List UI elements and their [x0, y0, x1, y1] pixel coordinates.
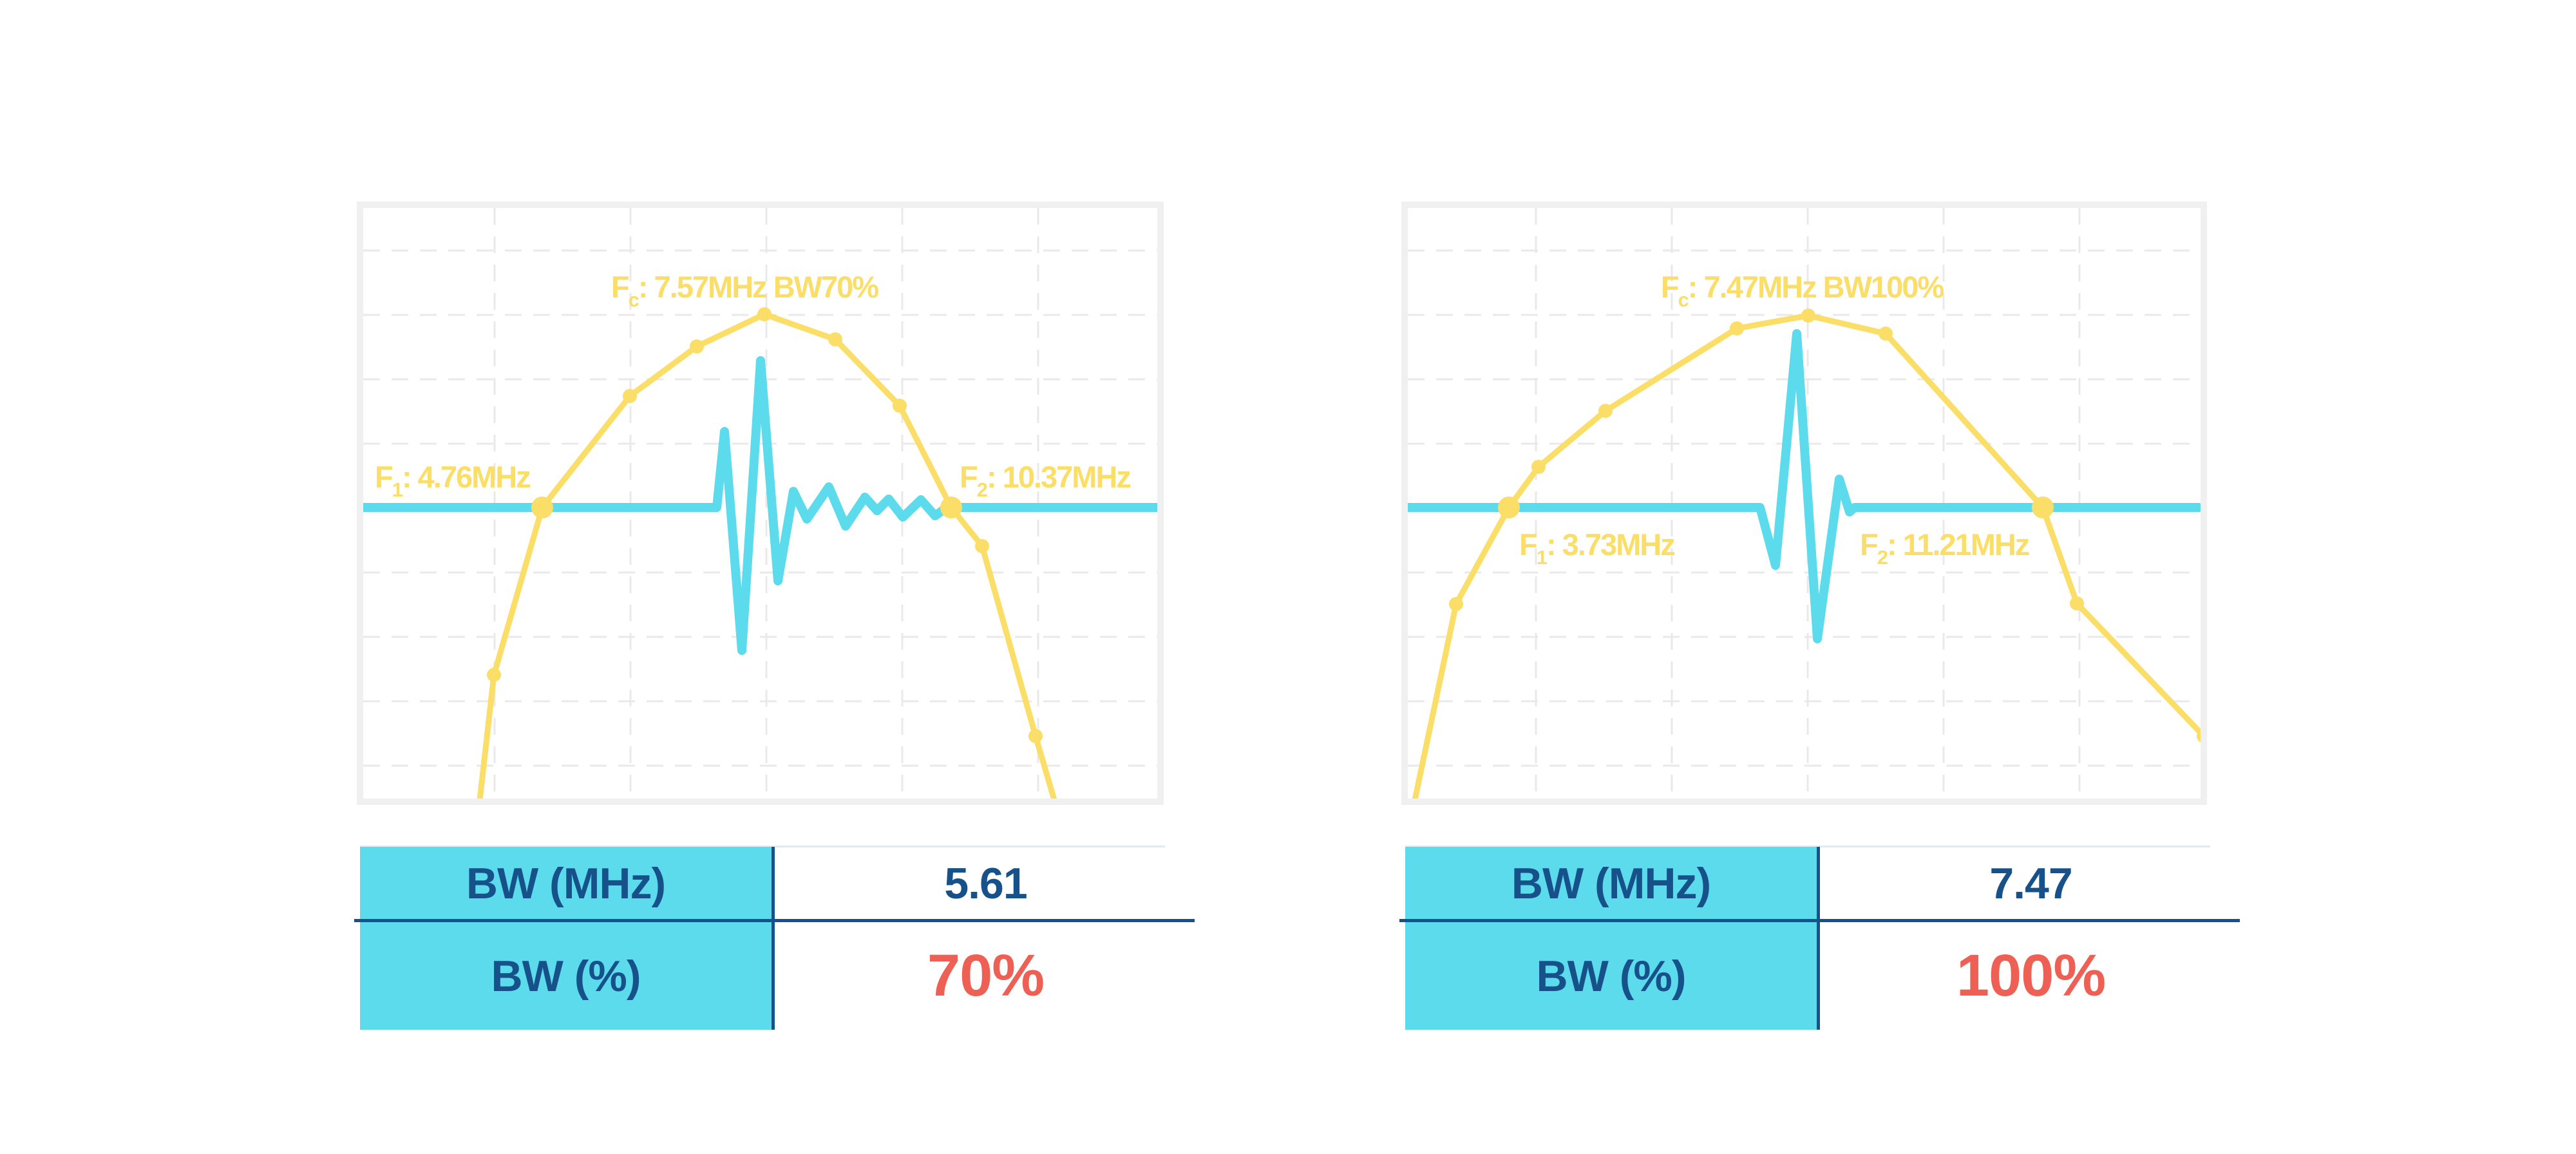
- plot-area: [1408, 208, 2201, 799]
- spectrum-marker: [975, 539, 989, 553]
- bw-pct-value: 70%: [927, 943, 1045, 1008]
- f1-label: F1: 4.76MHz: [375, 460, 530, 501]
- spectrum-marker: [1598, 404, 1613, 418]
- narrowband-spectrum-chart: Fc: 7.57MHz BW70% F1: 4.76MHz F2: 10.37MHz: [357, 202, 1164, 805]
- spectrum-marker: [757, 307, 772, 321]
- fc-label: Fc: 7.47MHz BW100%: [1661, 270, 1944, 311]
- broadband-spectrum-chart: Fc: 7.47MHz BW100% F1: 3.73MHz F2: 11.21MH…: [1401, 202, 2207, 805]
- bw-mhz-value: 7.47: [1989, 858, 2072, 908]
- spectrum-marker: [1449, 597, 1463, 611]
- spectrum-marker: [487, 668, 501, 682]
- spectrum-marker: [828, 332, 842, 346]
- chart-frame: [1401, 202, 2207, 805]
- broadband-bw-table: BW (MHz) 7.47 BW (%) 100%: [1399, 846, 2249, 1032]
- spectrum-marker: [1531, 460, 1546, 474]
- table-header-column: [360, 847, 772, 1030]
- f2-label: F2: 11.21MHz: [1860, 527, 2029, 569]
- spectrum-marker: [893, 399, 907, 413]
- spectrum-marker: [1879, 326, 1893, 341]
- f2-label: F2: 10.37MHz: [960, 460, 1130, 501]
- spectrum-marker: [2070, 596, 2084, 610]
- bw-pct-label: BW (%): [1536, 951, 1687, 1001]
- spectrum-marker: [1028, 729, 1043, 743]
- fc-label: Fc: 7.57MHz BW70%: [611, 270, 878, 311]
- spectrum-marker: [2032, 497, 2054, 518]
- pulse-waveform: [363, 356, 1157, 655]
- table-row-divider: [354, 919, 1195, 922]
- chart-frame: [357, 202, 1164, 805]
- spectrum-marker: [1730, 321, 1744, 336]
- table-column-divider: [1817, 847, 1820, 1030]
- bw-mhz-label: BW (MHz): [1511, 858, 1711, 908]
- spectrum-marker: [2197, 730, 2201, 743]
- bw-pct-value: 100%: [1956, 943, 2106, 1008]
- narrowband-bw-table: BW (MHz) 5.61 BW (%) 70%: [354, 846, 1204, 1032]
- bw-mhz-value: 5.61: [944, 858, 1027, 908]
- spectrum-marker: [623, 389, 637, 403]
- spectrum-marker: [1498, 497, 1520, 518]
- table-top-border: [1405, 846, 2210, 847]
- bw-mhz-label: BW (MHz): [466, 858, 666, 908]
- f1-label: F1: 3.73MHz: [1519, 527, 1674, 569]
- spectrum-curve: [477, 311, 1057, 799]
- table-column-divider: [772, 847, 775, 1030]
- table-header-column: [1405, 847, 1817, 1030]
- table-top-border: [360, 846, 1165, 847]
- pulse-waveform: [1408, 329, 2201, 643]
- spectrum-marker: [531, 497, 553, 518]
- plot-area: [363, 208, 1157, 799]
- spectrum-marker: [1801, 308, 1815, 323]
- table-row-divider: [1399, 919, 2240, 922]
- spectrum-marker: [940, 497, 962, 518]
- spectrum-marker: [690, 339, 704, 354]
- bw-pct-label: BW (%): [491, 951, 641, 1001]
